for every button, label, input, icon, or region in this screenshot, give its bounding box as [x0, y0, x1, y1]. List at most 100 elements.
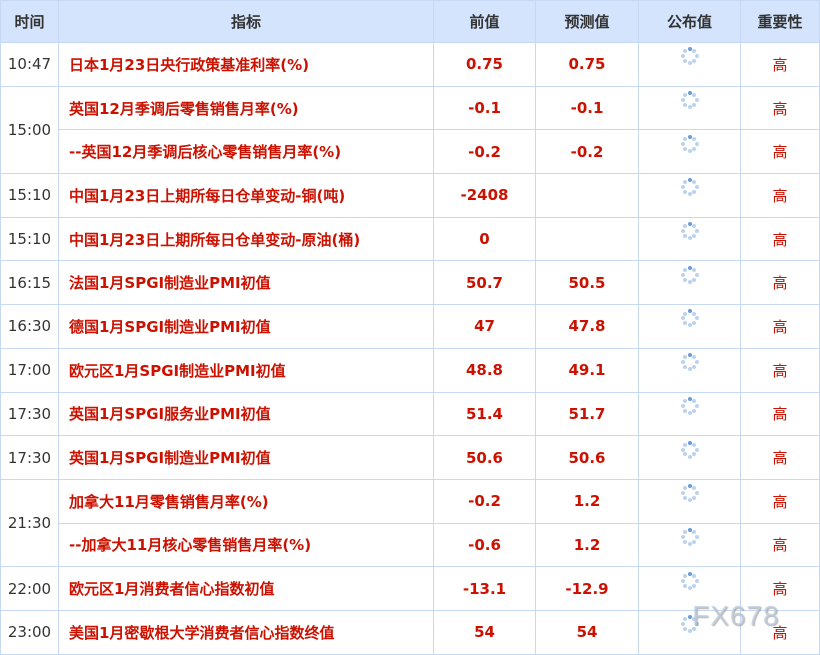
table-row[interactable]: 15:00 英国12月季调后零售销售月率(%) -0.1 -0.1 高 [0, 85, 820, 175]
table-row[interactable]: 23:00 美国1月密歇根大学消费者信心指数终值 54 54 高 [0, 609, 820, 655]
forecast-value: 1.2 [535, 478, 639, 524]
importance-badge: 高 [740, 129, 820, 175]
indicator-name[interactable]: --英国12月季调后核心零售销售月率(%) [58, 129, 434, 175]
previous-value: 48.8 [433, 347, 536, 393]
event-time: 23:00 [0, 609, 59, 655]
previous-value: 0 [433, 216, 536, 262]
importance-badge: 高 [740, 85, 820, 131]
importance-badge: 高 [740, 522, 820, 568]
loading-spinner-icon [680, 265, 699, 284]
table-row[interactable]: 15:10 中国1月23日上期所每日仓单变动-铜(吨) -2408 高 [0, 173, 820, 218]
table-row[interactable]: 22:00 欧元区1月消费者信心指数初值 -13.1 -12.9 高 [0, 566, 820, 611]
table-row[interactable]: 17:30 英国1月SPGI服务业PMI初值 51.4 51.7 高 [0, 391, 820, 437]
indicator-name[interactable]: 美国1月密歇根大学消费者信心指数终值 [58, 609, 434, 655]
importance-badge: 高 [740, 260, 820, 306]
event-time: 16:15 [0, 260, 59, 306]
header-forecast: 预测值 [535, 0, 639, 43]
event-time: 17:30 [0, 435, 59, 480]
indicator-name[interactable]: 英国1月SPGI制造业PMI初值 [58, 435, 434, 480]
indicator-name[interactable]: 英国12月季调后零售销售月率(%) [58, 85, 434, 131]
previous-value: -2408 [433, 173, 536, 218]
previous-value: 51.4 [433, 391, 536, 437]
event-time: 10:47 [0, 42, 59, 87]
indicator-name[interactable]: 日本1月23日央行政策基准利率(%) [58, 42, 434, 87]
importance-badge: 高 [740, 391, 820, 437]
actual-value [638, 260, 741, 306]
header-actual: 公布值 [638, 0, 741, 43]
table-row[interactable]: 16:15 法国1月SPGI制造业PMI初值 50.7 50.5 高 [0, 260, 820, 306]
table-row[interactable]: --加拿大11月核心零售销售月率(%) -0.6 1.2 高 [1, 522, 820, 568]
forecast-value: 1.2 [535, 522, 639, 568]
table-row[interactable]: 15:10 中国1月23日上期所每日仓单变动-原油(桶) 0 高 [0, 216, 820, 262]
indicator-name[interactable]: --加拿大11月核心零售销售月率(%) [58, 522, 434, 568]
previous-value: -0.2 [433, 478, 536, 524]
loading-spinner-icon [680, 178, 699, 197]
loading-spinner-icon [680, 484, 699, 503]
table-row[interactable]: 17:30 英国1月SPGI制造业PMI初值 50.6 50.6 高 [0, 435, 820, 480]
importance-badge: 高 [740, 42, 820, 87]
header-indicator: 指标 [58, 0, 434, 43]
indicator-name[interactable]: 欧元区1月消费者信心指数初值 [58, 566, 434, 611]
table-header: 时间 指标 前值 预测值 公布值 重要性 [0, 0, 820, 43]
forecast-value: -0.2 [535, 129, 639, 175]
loading-spinner-icon [680, 527, 699, 546]
loading-spinner-icon [680, 396, 699, 415]
actual-value [638, 522, 741, 568]
event-time: 17:00 [0, 347, 59, 393]
event-time: 15:00 [0, 85, 59, 175]
importance-badge: 高 [740, 435, 820, 480]
previous-value: -13.1 [433, 566, 536, 611]
previous-value: 50.6 [433, 435, 536, 480]
loading-spinner-icon [680, 571, 699, 590]
table-row[interactable]: 10:47 日本1月23日央行政策基准利率(%) 0.75 0.75 高 [0, 42, 820, 87]
forecast-value: 54 [535, 609, 639, 655]
actual-value [638, 85, 741, 131]
event-time: 15:10 [0, 173, 59, 218]
loading-spinner-icon [680, 440, 699, 459]
table-row[interactable]: 17:00 欧元区1月SPGI制造业PMI初值 48.8 49.1 高 [0, 347, 820, 393]
indicator-name[interactable]: 法国1月SPGI制造业PMI初值 [58, 260, 434, 306]
indicator-name[interactable]: 中国1月23日上期所每日仓单变动-原油(桶) [58, 216, 434, 262]
event-time: 21:30 [0, 478, 59, 568]
actual-value [638, 478, 741, 524]
table-row[interactable]: --英国12月季调后核心零售销售月率(%) -0.2 -0.2 高 [1, 129, 820, 175]
forecast-value: -12.9 [535, 566, 639, 611]
actual-value [638, 347, 741, 393]
table-row[interactable]: 16:30 德国1月SPGI制造业PMI初值 47 47.8 高 [0, 304, 820, 349]
indicator-name[interactable]: 欧元区1月SPGI制造业PMI初值 [58, 347, 434, 393]
forecast-value: -0.1 [535, 85, 639, 131]
loading-spinner-icon [680, 134, 699, 153]
indicator-name[interactable]: 加拿大11月零售销售月率(%) [58, 478, 434, 524]
previous-value: 50.7 [433, 260, 536, 306]
loading-spinner-icon [680, 47, 699, 66]
actual-value [638, 216, 741, 262]
previous-value: -0.2 [433, 129, 536, 175]
loading-spinner-icon [680, 91, 699, 110]
importance-badge: 高 [740, 347, 820, 393]
importance-badge: 高 [740, 173, 820, 218]
previous-value: -0.1 [433, 85, 536, 131]
forecast-value: 49.1 [535, 347, 639, 393]
event-time: 16:30 [0, 304, 59, 349]
event-time: 15:10 [0, 216, 59, 262]
forecast-value [535, 173, 639, 218]
header-time: 时间 [0, 0, 59, 43]
indicator-name[interactable]: 英国1月SPGI服务业PMI初值 [58, 391, 434, 437]
indicator-name[interactable]: 德国1月SPGI制造业PMI初值 [58, 304, 434, 349]
actual-value [638, 173, 741, 218]
loading-spinner-icon [680, 309, 699, 328]
importance-badge: 高 [740, 609, 820, 655]
actual-value [638, 391, 741, 437]
forecast-value: 50.6 [535, 435, 639, 480]
actual-value [638, 129, 741, 175]
forecast-value: 50.5 [535, 260, 639, 306]
forecast-value: 0.75 [535, 42, 639, 87]
indicator-name[interactable]: 中国1月23日上期所每日仓单变动-铜(吨) [58, 173, 434, 218]
forecast-value [535, 216, 639, 262]
actual-value [638, 435, 741, 480]
table-row[interactable]: 21:30 加拿大11月零售销售月率(%) -0.2 1.2 高 [0, 478, 820, 568]
forecast-value: 47.8 [535, 304, 639, 349]
actual-value [638, 304, 741, 349]
header-previous: 前值 [433, 0, 536, 43]
